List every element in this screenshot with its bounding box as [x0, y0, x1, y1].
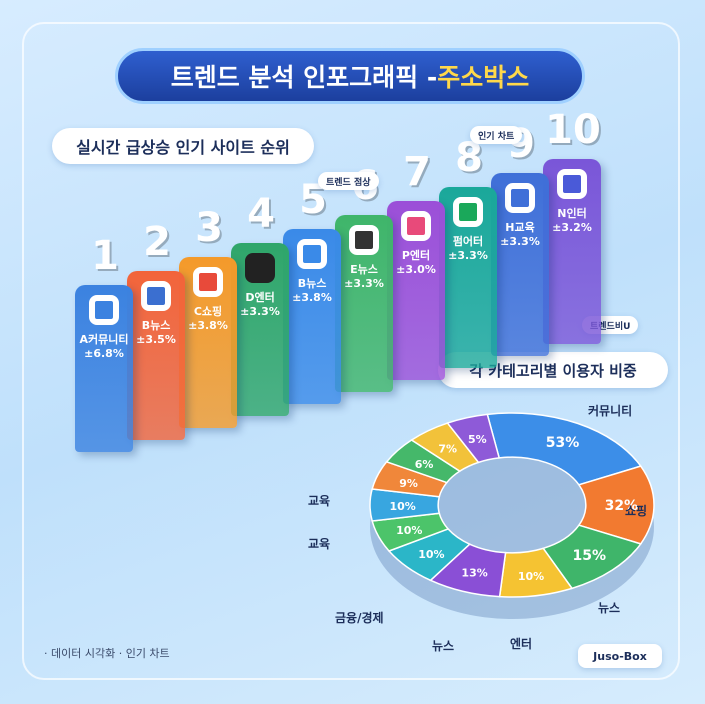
rank-number: 4 [247, 191, 275, 237]
site-change: ±3.3% [344, 277, 384, 290]
rank-column: C쇼핑 ±3.8% [179, 257, 237, 428]
site-change: ±3.8% [188, 319, 228, 332]
category-label: 뉴스 [598, 601, 620, 615]
site-name: 펌어터 [452, 235, 484, 248]
rank-column: 펌어터 ±3.3% [439, 187, 497, 368]
site-name: D엔터 [245, 291, 275, 304]
ranking-title: 실시간 급상승 인기 사이트 순위 [52, 128, 314, 164]
site-icon [89, 295, 119, 325]
tag: 트렌드 점상 [318, 172, 379, 190]
site-change: ±3.2% [552, 221, 592, 234]
donut-title: 각 카테고리별 이용자 비중 [438, 352, 668, 388]
site-change: ±3.3% [240, 305, 280, 318]
segment-label: 6% [415, 458, 434, 471]
site-icon [401, 211, 431, 241]
category-label: 쇼핑 [625, 503, 647, 518]
rank-column: B뉴스 ±3.8% [283, 229, 341, 404]
site-icon [557, 169, 587, 199]
site-name: A커뮤니티 [79, 333, 129, 346]
rank-column: B뉴스 ±3.5% [127, 271, 185, 440]
rank-number: 3 [195, 205, 223, 251]
category-label: 뉴스 [432, 639, 454, 653]
site-name: E뉴스 [350, 263, 378, 276]
rank-column: H교육 ±3.3% [491, 173, 549, 356]
site-icon [141, 281, 171, 311]
rank-column: E뉴스 ±3.3% [335, 215, 393, 392]
site-change: ±3.8% [292, 291, 332, 304]
site-change: ±3.3% [500, 235, 540, 248]
site-icon [453, 197, 483, 227]
segment-label: 7% [438, 443, 457, 456]
site-icon [193, 267, 223, 297]
segment-label: 10% [418, 548, 444, 561]
segment-label: 10% [518, 570, 544, 583]
rank-number: 10 [545, 107, 601, 153]
rank-column: D엔터 ±3.3% [231, 243, 289, 416]
site-name: C쇼핑 [193, 305, 223, 318]
site-name: P엔터 [401, 249, 431, 262]
site-name: B뉴스 [141, 319, 171, 332]
site-name: N인터 [557, 207, 587, 220]
segment-label: 13% [461, 567, 487, 580]
site-change: ±3.5% [136, 333, 176, 346]
segment-label: 10% [396, 524, 422, 537]
site-icon [349, 225, 379, 255]
segment-label: 53% [546, 435, 580, 451]
category-label: 금융/경제 [335, 610, 384, 625]
site-icon [297, 239, 327, 269]
site-change: ±3.3% [448, 249, 488, 262]
segment-label: 15% [573, 548, 607, 564]
donut-segment [486, 412, 642, 486]
rank-number: 2 [143, 219, 171, 265]
segment-label: 32% [605, 498, 639, 514]
rank-number: 7 [403, 149, 431, 195]
title-highlight: 주소박스 [437, 63, 530, 92]
segment-label: 5% [468, 433, 487, 446]
site-icon [505, 183, 535, 213]
site-name: B뉴스 [297, 277, 327, 290]
category-label: 교육 [308, 493, 330, 508]
title: 트렌드 분석 인포그래픽 - [170, 63, 438, 92]
brand: Juso-Box [578, 644, 662, 668]
segment-label: 10% [389, 500, 415, 513]
category-label: 커뮤니티 [588, 403, 632, 418]
tag: 인기 차트 [470, 126, 523, 144]
rank-column: A커뮤니티 ±6.8% [75, 285, 133, 452]
footer-note: · 데이터 시각화 · 인기 차트 [44, 647, 170, 660]
rank-column: N인터 ±3.2% [543, 159, 601, 344]
title-banner: 트렌드 분석 인포그래픽 - 주소박스 [115, 48, 585, 104]
frame [22, 22, 680, 680]
site-name: H교육 [505, 221, 535, 234]
category-label: 교육 [308, 536, 330, 551]
category-label: 엔터 [510, 636, 532, 651]
rank-column: P엔터 ±3.0% [387, 201, 445, 380]
rank-number: 1 [91, 233, 119, 279]
site-change: ±3.0% [396, 263, 436, 276]
site-change: ±6.8% [84, 347, 124, 360]
segment-label: 9% [399, 477, 418, 490]
donut-segment [446, 413, 501, 464]
site-icon [245, 253, 275, 283]
